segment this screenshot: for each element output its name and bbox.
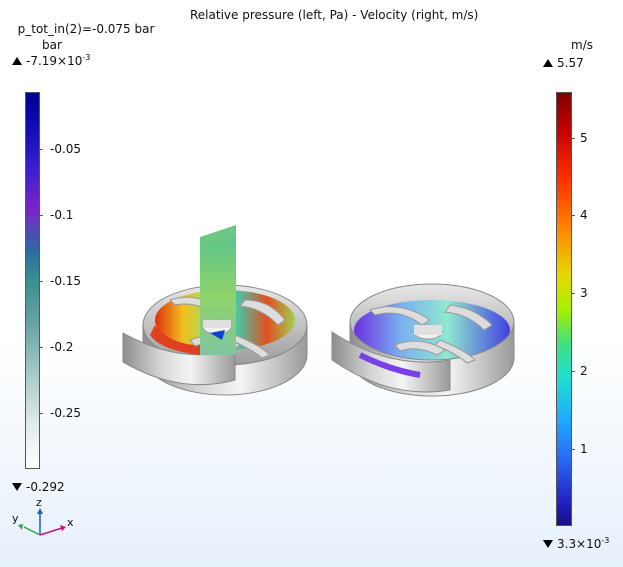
- left-tick: -0.25: [50, 406, 82, 420]
- left-tick: -0.1: [50, 208, 74, 222]
- right-tick: 3: [580, 286, 588, 300]
- axis-triad: z x y: [10, 496, 80, 545]
- right-tick: 4: [580, 208, 588, 222]
- plot-title: p_tot_in(2)=-0.075 bar Relative pressure…: [10, 8, 479, 50]
- velocity-color-bar: [556, 92, 572, 526]
- left-legend-min: -0.292: [12, 480, 65, 494]
- right-tick: 2: [580, 364, 588, 378]
- right-tick: 1: [580, 442, 588, 456]
- left-tick: -0.15: [50, 274, 82, 288]
- title-description: Relative pressure (left, Pa) - Velocity …: [190, 8, 479, 22]
- left-legend-unit: bar: [42, 38, 62, 52]
- axis-z-label: z: [36, 496, 42, 509]
- axis-y-label: y: [12, 512, 19, 525]
- right-legend-max: 5.57: [543, 56, 584, 70]
- left-legend-max: -7.19×10-3: [12, 54, 90, 68]
- title-expression: p_tot_in(2)=-0.075 bar: [17, 22, 155, 36]
- axis-triad-icon: [18, 508, 66, 536]
- left-tick: -0.05: [50, 142, 82, 156]
- left-impeller-model: [122, 225, 308, 396]
- pressure-color-bar: [25, 92, 40, 469]
- right-tick: 5: [580, 131, 588, 145]
- right-impeller-model: [331, 283, 515, 397]
- max-triangle-icon: [543, 59, 553, 67]
- left-tick: -0.2: [50, 340, 74, 354]
- axis-x-label: x: [67, 516, 74, 529]
- min-triangle-icon: [12, 483, 22, 491]
- min-triangle-icon: [543, 540, 553, 548]
- max-triangle-icon: [12, 57, 22, 65]
- right-legend-unit: m/s: [571, 38, 593, 52]
- right-legend-min: 3.3×10-3: [543, 537, 609, 551]
